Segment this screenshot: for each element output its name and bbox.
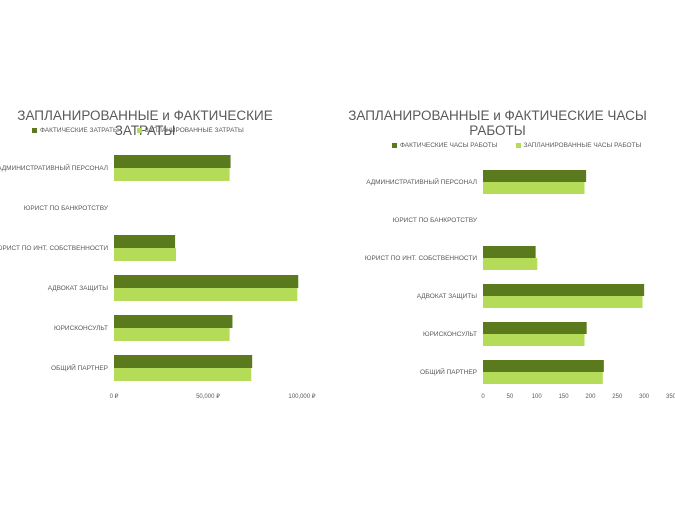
hours-chart: ЗАПЛАНИРОВАННЫЕ и ФАКТИЧЕСКИЕ ЧАСЫ РАБОТ… — [340, 0, 675, 520]
x-tick-label: 350 — [666, 394, 675, 400]
legend-swatch-planned — [136, 128, 142, 133]
x-tick-label: 0 ₽ — [110, 393, 119, 400]
legend-item-planned: ЗАПЛАНИРОВАННЫЕ ЗАТРАТЫ — [136, 127, 244, 134]
x-tick-label: 250 — [612, 394, 623, 400]
bar-actual — [114, 355, 253, 368]
hours-plot: АДМИНИСТРАТИВНЫЙ ПЕРСОНАЛ ЮРИСТ ПО БАНКРО… — [365, 170, 675, 400]
bar-planned — [483, 258, 538, 270]
bar-actual — [483, 246, 536, 258]
chart-legend: ФАКТИЧЕСКИЕ ЗАТРАТЫ ЗАПЛАНИРОВАННЫЕ ЗАТР… — [32, 127, 244, 134]
bar-actual — [483, 322, 587, 334]
category-label: АДВОКАТ ЗАЩИТЫ — [417, 293, 478, 300]
costs-plot: АДМИНИСТРАТИВНЫЙ ПЕРСОНАЛ ЮРИСТ ПО БАНКРО… — [0, 155, 316, 400]
category-label: ЮРИСКОНСУЛЬТ — [423, 331, 477, 338]
legend-item-actual: ФАКТИЧЕСКИЕ ЧАСЫ РАБОТЫ — [392, 142, 498, 149]
bar-planned — [114, 288, 298, 301]
legend-swatch-actual — [32, 128, 37, 133]
bar-actual — [483, 284, 645, 296]
legend-swatch-actual — [392, 143, 397, 148]
x-tick-label: 200 — [585, 394, 596, 400]
legend-item-actual: ФАКТИЧЕСКИЕ ЗАТРАТЫ — [32, 127, 119, 134]
category-label: АДВОКАТ ЗАЩИТЫ — [48, 285, 109, 292]
bar-planned — [483, 334, 585, 346]
category-label: ЮРИСТ ПО ИНТ. СОБСТВЕННОСТИ — [365, 255, 477, 262]
category-label: ЮРИСТ ПО БАНКРОТСТВУ — [24, 205, 109, 212]
legend-label: ЗАПЛАНИРОВАННЫЕ ЧАСЫ РАБОТЫ — [523, 142, 642, 149]
bar-planned — [114, 168, 230, 181]
category-label: ЮРИСТ ПО БАНКРОТСТВУ — [393, 217, 478, 224]
x-tick-label: 150 — [559, 394, 570, 400]
bar-actual — [483, 360, 604, 372]
legend-label: ЗАПЛАНИРОВАННЫЕ ЗАТРАТЫ — [144, 127, 244, 134]
bar-planned — [483, 296, 643, 308]
x-tick-label: 50 — [507, 394, 514, 400]
bar-planned — [114, 368, 252, 381]
category-label: ЮРИСКОНСУЛЬТ — [54, 325, 108, 332]
legend-label: ФАКТИЧЕСКИЕ ЧАСЫ РАБОТЫ — [400, 142, 498, 149]
x-tick-label: 0 — [481, 394, 485, 400]
category-label: ОБЩИЙ ПАРТНЕР — [420, 367, 477, 376]
chart-title: ЗАПЛАНИРОВАННЫЕ и ФАКТИЧЕСКИЕ ЗАТРАТЫ — [17, 108, 273, 138]
category-label: ОБЩИЙ ПАРТНЕР — [51, 363, 108, 372]
legend-item-planned: ЗАПЛАНИРОВАННЫЕ ЧАСЫ РАБОТЫ — [515, 142, 642, 149]
x-tick-label: 100 — [532, 394, 543, 400]
bar-planned — [114, 248, 177, 261]
bar-planned — [483, 372, 603, 384]
legend-label: ФАКТИЧЕСКИЕ ЗАТРАТЫ — [40, 127, 119, 134]
bar-actual — [114, 275, 299, 288]
category-label: АДМИНИСТРАТИВНЫЙ ПЕРСОНАЛ — [0, 163, 108, 172]
bar-planned — [114, 328, 230, 341]
costs-chart: ЗАПЛАНИРОВАННЫЕ и ФАКТИЧЕСКИЕ ЗАТРАТЫ ФА… — [0, 0, 330, 520]
x-tick-label: 300 — [639, 394, 650, 400]
x-tick-label: 100,000 ₽ — [288, 393, 315, 400]
chart-legend: ФАКТИЧЕСКИЕ ЧАСЫ РАБОТЫ ЗАПЛАНИРОВАННЫЕ … — [392, 142, 641, 149]
bar-actual — [114, 155, 231, 168]
bar-actual — [114, 235, 176, 248]
bar-planned — [483, 182, 585, 194]
x-tick-label: 50,000 ₽ — [196, 393, 220, 400]
bar-actual — [114, 315, 233, 328]
legend-swatch-planned — [515, 143, 521, 148]
chart-title: ЗАПЛАНИРОВАННЫЕ и ФАКТИЧЕСКИЕ ЧАСЫ РАБОТ… — [348, 108, 647, 138]
bar-actual — [483, 170, 587, 182]
category-label: ЮРИСТ ПО ИНТ. СОБСТВЕННОСТИ — [0, 245, 108, 252]
category-label: АДМИНИСТРАТИВНЫЙ ПЕРСОНАЛ — [366, 177, 477, 186]
